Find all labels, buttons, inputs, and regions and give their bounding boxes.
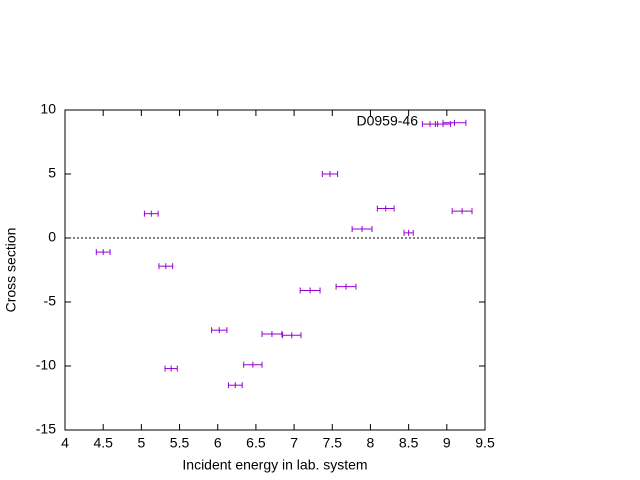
x-tick-label: 5.5 [170,435,190,451]
y-axis-label: Cross section [3,228,19,313]
x-tick-label: 6.5 [246,435,266,451]
plot-frame [64,109,486,431]
x-tick-label: 4 [61,435,69,451]
x-tick-label: 8.5 [399,435,419,451]
x-tick-label: 9.5 [475,435,495,451]
x-tick-label: 7.5 [323,435,343,451]
y-tick-label: -10 [36,357,56,373]
x-tick-label: 7 [290,435,298,451]
x-axis-label: Incident energy in lab. system [182,457,367,473]
x-tick-label: 8 [367,435,375,451]
y-tick-label: 0 [48,229,56,245]
legend-label: D0959-46 [357,113,419,129]
y-tick-label: -5 [44,293,57,309]
x-tick-label: 6 [214,435,222,451]
y-tick-label: 5 [48,165,56,181]
x-tick-label: 5 [137,435,145,451]
x-tick-label: 4.5 [93,435,113,451]
x-tick-label: 9 [443,435,451,451]
y-tick-label: -15 [36,421,56,437]
y-tick-label: 10 [40,101,56,117]
